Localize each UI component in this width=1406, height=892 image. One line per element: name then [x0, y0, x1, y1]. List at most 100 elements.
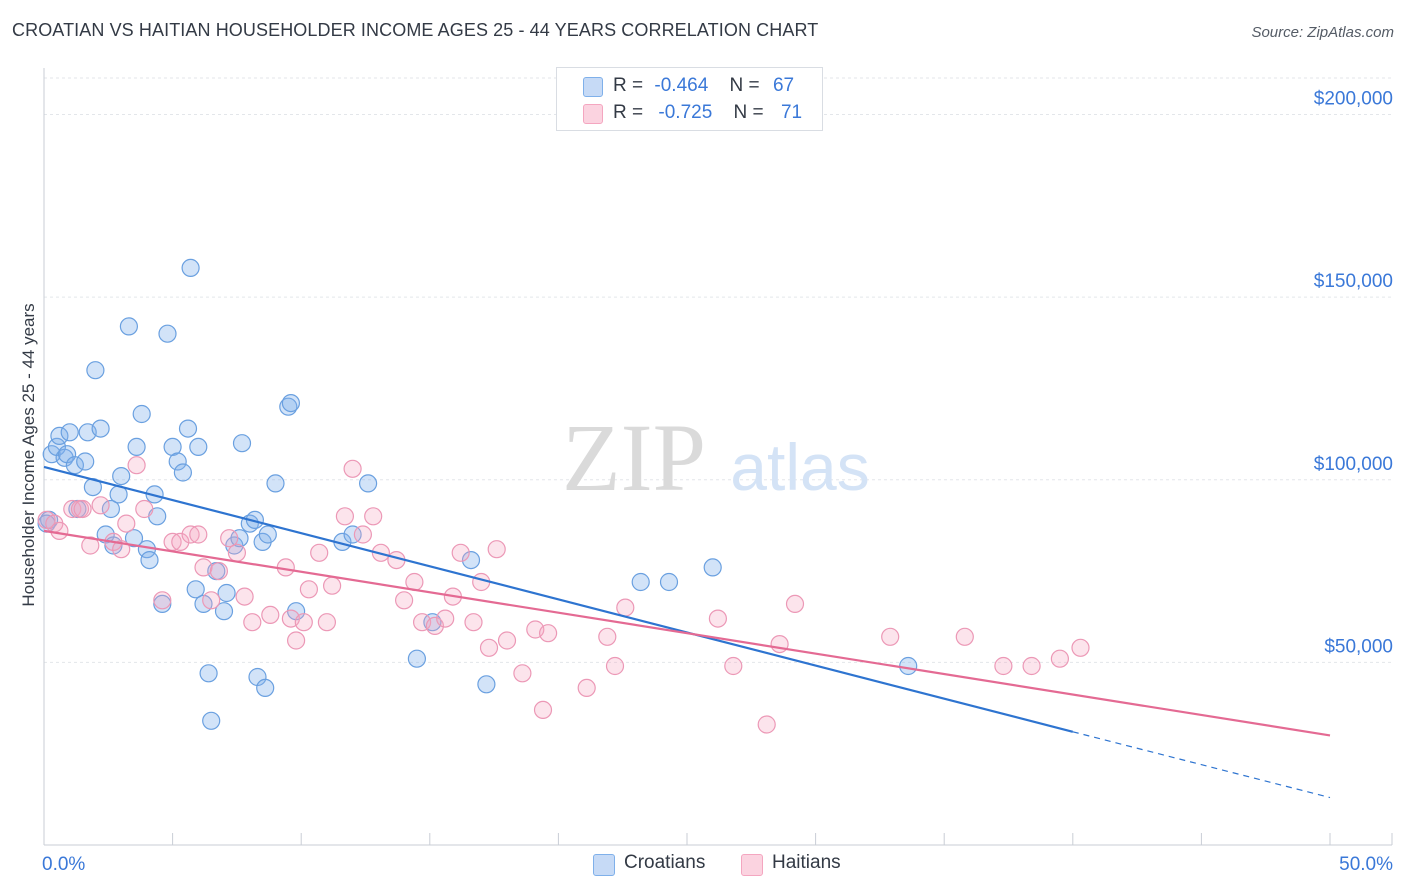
haitian-point — [1050, 649, 1070, 668]
haitian-point — [181, 525, 200, 544]
haitian-point — [487, 540, 506, 559]
haitian-point — [50, 521, 69, 541]
legend-r-value: -0.464 — [654, 75, 709, 96]
haitian-point — [335, 507, 354, 526]
croatian-point — [343, 525, 362, 544]
haitian-point — [605, 656, 625, 676]
haitian-point — [294, 613, 313, 632]
bottom-legend-label-haitians: Haitians — [772, 852, 841, 873]
haitian-point — [227, 543, 246, 562]
croatian-point — [91, 419, 110, 438]
trend-layer — [43, 465, 1331, 799]
haitian-point — [598, 627, 617, 646]
croatian-point — [60, 423, 79, 442]
haitians-trend-line — [43, 529, 1331, 737]
haitian-point — [1022, 656, 1041, 676]
haitian-point — [202, 591, 221, 610]
croatian-point — [65, 456, 85, 475]
points-layer — [37, 258, 1090, 734]
croatian-point — [281, 394, 300, 413]
haitian-point — [425, 616, 444, 636]
haitian-point — [616, 598, 635, 617]
croatian-point — [230, 529, 249, 548]
legend-n-value: 67 — [772, 75, 795, 96]
croatian-point — [631, 572, 650, 592]
axes-layer — [43, 68, 1393, 846]
haitian-point — [577, 678, 596, 698]
watermark-zip: ZIP — [562, 404, 706, 511]
haitian-point — [364, 507, 383, 526]
croatian-point — [101, 499, 121, 519]
haitian-point — [317, 613, 336, 632]
croatian-point — [186, 580, 205, 599]
legend-text-haitians: R = -0.725 N = 71 — [613, 102, 802, 124]
y-tick-label: $150,000 — [1314, 271, 1393, 292]
haitian-point — [497, 631, 517, 650]
haitian-point — [171, 532, 190, 552]
haitian-point — [323, 576, 342, 595]
croatian-point — [899, 656, 918, 676]
croatian-point — [266, 474, 285, 493]
bottom-legend-label-croatians: Croatians — [624, 852, 706, 873]
croatian-point — [173, 463, 192, 482]
haitian-point — [436, 609, 455, 628]
haitian-point — [310, 543, 329, 562]
croatian-point — [181, 258, 200, 277]
croatian-point — [189, 437, 208, 456]
haitian-point — [189, 525, 208, 544]
croatian-point — [50, 426, 69, 445]
haitian-point — [994, 656, 1013, 676]
haitian-point — [353, 525, 372, 544]
haitian-point — [708, 609, 728, 628]
croatian-point — [214, 602, 234, 621]
haitian-point — [955, 627, 974, 646]
y-axis-label: Householder Income Ages 25 - 44 years — [19, 303, 38, 607]
haitian-point — [757, 715, 776, 734]
croatian-point — [112, 467, 131, 486]
legend-n-label: N = — [733, 102, 764, 123]
legend-r-label: R = — [613, 102, 644, 123]
haitian-point — [538, 624, 558, 643]
croatian-point — [258, 525, 277, 544]
haitian-point — [194, 558, 213, 577]
haitian-point — [1071, 638, 1090, 657]
haitian-point — [287, 631, 306, 650]
croatian-point — [232, 434, 252, 453]
legend-swatch-croatians — [583, 77, 603, 97]
croatian-point — [202, 711, 221, 730]
haitian-point — [299, 580, 318, 599]
watermark-atlas: atlas — [730, 430, 869, 504]
chart-source: Source: ZipAtlas.com — [1251, 24, 1394, 41]
croatian-point — [461, 550, 481, 570]
croatian-point — [199, 664, 218, 683]
croatians-trend-line — [43, 465, 1074, 733]
legend-r-label: R = — [613, 75, 644, 96]
haitian-point — [135, 499, 154, 519]
legend-n-value: 71 — [780, 102, 803, 123]
croatian-point — [359, 474, 378, 493]
legend-swatch-haitians — [583, 104, 603, 124]
haitian-point — [513, 664, 532, 683]
legend-n-label: N = — [729, 75, 760, 96]
haitian-point — [724, 656, 743, 676]
haitian-point — [451, 543, 470, 562]
legend-r-value: -0.725 — [658, 102, 713, 123]
haitian-point — [220, 529, 239, 548]
y-tick-label: $200,000 — [1314, 89, 1393, 110]
haitian-point — [479, 638, 499, 657]
haitian-point — [395, 591, 414, 610]
croatian-point — [659, 572, 679, 592]
haitian-point — [117, 514, 136, 533]
haitian-point — [91, 496, 110, 515]
haitian-point — [261, 605, 280, 625]
labels-layer: $50,000 $100,000 $150,000 $200,000 0.0% 50.0% — [42, 89, 1393, 875]
croatian-point — [86, 361, 105, 380]
croatian-point — [178, 419, 198, 438]
croatian-point — [217, 583, 236, 603]
croatian-point — [158, 324, 177, 343]
haitian-point — [881, 627, 900, 646]
haitian-point — [770, 634, 789, 654]
croatian-point — [407, 649, 426, 668]
croatian-point — [132, 404, 151, 424]
